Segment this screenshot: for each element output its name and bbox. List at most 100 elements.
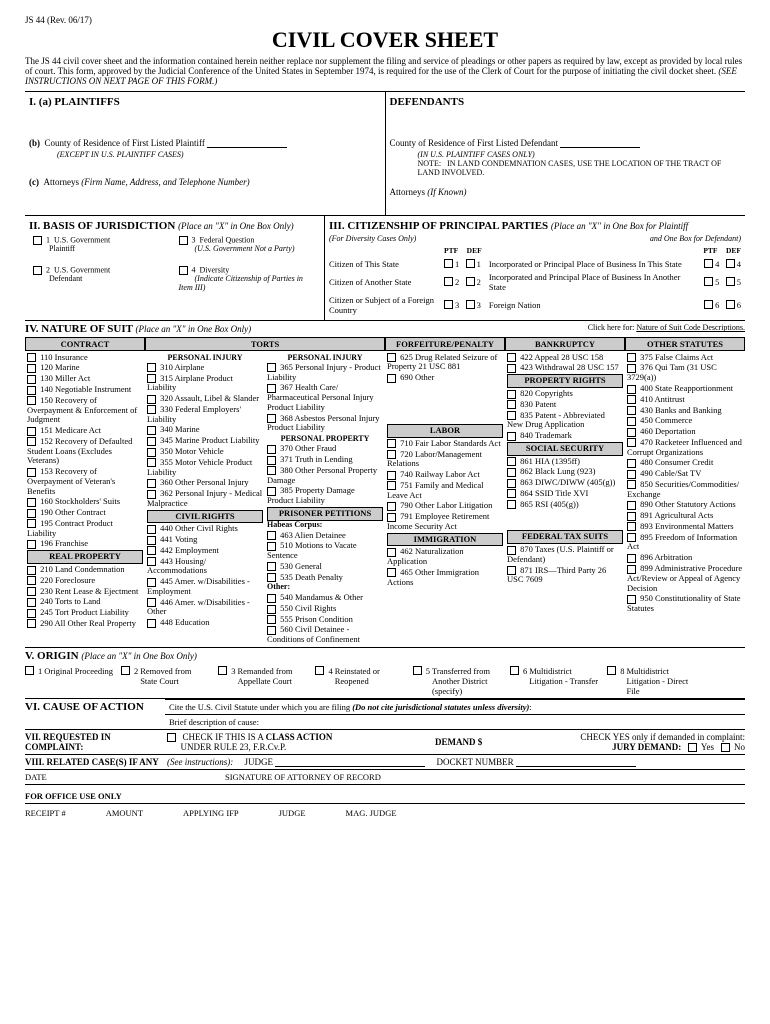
nos-checkbox[interactable] xyxy=(27,427,36,436)
nos-checkbox[interactable] xyxy=(627,595,636,604)
nos-checkbox[interactable] xyxy=(507,364,516,373)
cit-def-checkbox[interactable] xyxy=(466,300,475,309)
nos-checkbox[interactable] xyxy=(27,437,36,446)
nos-checkbox[interactable] xyxy=(267,626,276,635)
nos-checkbox[interactable] xyxy=(147,490,156,499)
origin-checkbox[interactable] xyxy=(510,666,519,675)
nos-checkbox[interactable] xyxy=(27,468,36,477)
nos-checkbox[interactable] xyxy=(507,500,516,509)
nos-checkbox[interactable] xyxy=(27,353,36,362)
cit-def2-checkbox[interactable] xyxy=(726,259,735,268)
jury-no-checkbox[interactable] xyxy=(721,743,730,752)
nos-checkbox[interactable] xyxy=(507,489,516,498)
nos-checkbox[interactable] xyxy=(267,573,276,582)
nos-checkbox[interactable] xyxy=(387,548,396,557)
nos-checkbox[interactable] xyxy=(507,411,516,420)
nos-checkbox[interactable] xyxy=(627,470,636,479)
nos-checkbox[interactable] xyxy=(27,519,36,528)
nos-checkbox[interactable] xyxy=(147,448,156,457)
cit-def-checkbox[interactable] xyxy=(466,277,475,286)
nos-checkbox[interactable] xyxy=(27,396,36,405)
nos-checkbox[interactable] xyxy=(627,406,636,415)
nos-checkbox[interactable] xyxy=(267,466,276,475)
nos-checkbox[interactable] xyxy=(147,598,156,607)
nos-checkbox[interactable] xyxy=(627,438,636,447)
nos-checkbox[interactable] xyxy=(27,587,36,596)
origin-checkbox[interactable] xyxy=(413,666,422,675)
nos-checkbox[interactable] xyxy=(627,364,636,373)
nos-checkbox[interactable] xyxy=(387,374,396,383)
nos-checkbox[interactable] xyxy=(507,566,516,575)
nos-checkbox[interactable] xyxy=(267,531,276,540)
nos-checkbox[interactable] xyxy=(627,417,636,426)
nos-checkbox[interactable] xyxy=(387,481,396,490)
cit-ptf2-checkbox[interactable] xyxy=(704,259,713,268)
nos-checkbox[interactable] xyxy=(387,568,396,577)
nos-checkbox[interactable] xyxy=(627,385,636,394)
nos-checkbox[interactable] xyxy=(267,615,276,624)
cit-ptf-checkbox[interactable] xyxy=(444,259,453,268)
nos-checkbox[interactable] xyxy=(507,457,516,466)
nos-checkbox[interactable] xyxy=(27,364,36,373)
nos-checkbox[interactable] xyxy=(387,450,396,459)
nos-checkbox[interactable] xyxy=(27,509,36,518)
nos-checkbox[interactable] xyxy=(627,353,636,362)
nos-checkbox[interactable] xyxy=(27,609,36,618)
nos-checkbox[interactable] xyxy=(267,605,276,614)
nos-checkbox[interactable] xyxy=(267,384,276,393)
nos-checkbox[interactable] xyxy=(27,540,36,549)
nos-checkbox[interactable] xyxy=(147,458,156,467)
nos-checkbox[interactable] xyxy=(147,395,156,404)
nos-checkbox[interactable] xyxy=(627,459,636,468)
nos-checkbox[interactable] xyxy=(507,479,516,488)
nos-checkbox[interactable] xyxy=(27,498,36,507)
nos-checkbox[interactable] xyxy=(147,578,156,587)
juris-1-checkbox[interactable] xyxy=(33,236,42,245)
nos-checkbox[interactable] xyxy=(507,390,516,399)
nos-checkbox[interactable] xyxy=(627,480,636,489)
cit-def-checkbox[interactable] xyxy=(466,259,475,268)
nos-checkbox[interactable] xyxy=(267,594,276,603)
nos-checkbox[interactable] xyxy=(387,439,396,448)
juris-4-checkbox[interactable] xyxy=(179,266,188,275)
nos-checkbox[interactable] xyxy=(627,522,636,531)
nos-checkbox[interactable] xyxy=(507,400,516,409)
nos-checkbox[interactable] xyxy=(147,619,156,628)
nos-checkbox[interactable] xyxy=(507,432,516,441)
cit-ptf-checkbox[interactable] xyxy=(444,277,453,286)
nos-checkbox[interactable] xyxy=(147,437,156,446)
nos-checkbox[interactable] xyxy=(267,445,276,454)
nos-checkbox[interactable] xyxy=(27,576,36,585)
nos-checkbox[interactable] xyxy=(147,557,156,566)
nos-checkbox[interactable] xyxy=(267,363,276,372)
nos-checkbox[interactable] xyxy=(27,375,36,384)
nos-checkbox[interactable] xyxy=(387,471,396,480)
nos-checkbox[interactable] xyxy=(147,536,156,545)
nos-checkbox[interactable] xyxy=(27,566,36,575)
juris-3-checkbox[interactable] xyxy=(179,236,188,245)
nos-checkbox[interactable] xyxy=(147,525,156,534)
nos-checkbox[interactable] xyxy=(627,533,636,542)
origin-checkbox[interactable] xyxy=(121,666,130,675)
nos-checkbox[interactable] xyxy=(507,546,516,555)
cit-def2-checkbox[interactable] xyxy=(726,300,735,309)
origin-checkbox[interactable] xyxy=(25,666,34,675)
nos-checkbox[interactable] xyxy=(147,546,156,555)
juris-2-checkbox[interactable] xyxy=(33,266,42,275)
nos-checkbox[interactable] xyxy=(387,513,396,522)
nos-checkbox[interactable] xyxy=(147,363,156,372)
nos-checkbox[interactable] xyxy=(27,598,36,607)
nos-checkbox[interactable] xyxy=(267,456,276,465)
cit-ptf-checkbox[interactable] xyxy=(444,300,453,309)
nos-checkbox[interactable] xyxy=(387,502,396,511)
nos-checkbox[interactable] xyxy=(387,353,396,362)
jury-yes-checkbox[interactable] xyxy=(688,743,697,752)
origin-checkbox[interactable] xyxy=(315,666,324,675)
nos-checkbox[interactable] xyxy=(507,468,516,477)
nos-checkbox[interactable] xyxy=(627,512,636,521)
nos-checkbox[interactable] xyxy=(627,428,636,437)
nos-checkbox[interactable] xyxy=(147,479,156,488)
nos-checkbox[interactable] xyxy=(267,487,276,496)
nos-checkbox[interactable] xyxy=(27,619,36,628)
nos-checkbox[interactable] xyxy=(267,542,276,551)
